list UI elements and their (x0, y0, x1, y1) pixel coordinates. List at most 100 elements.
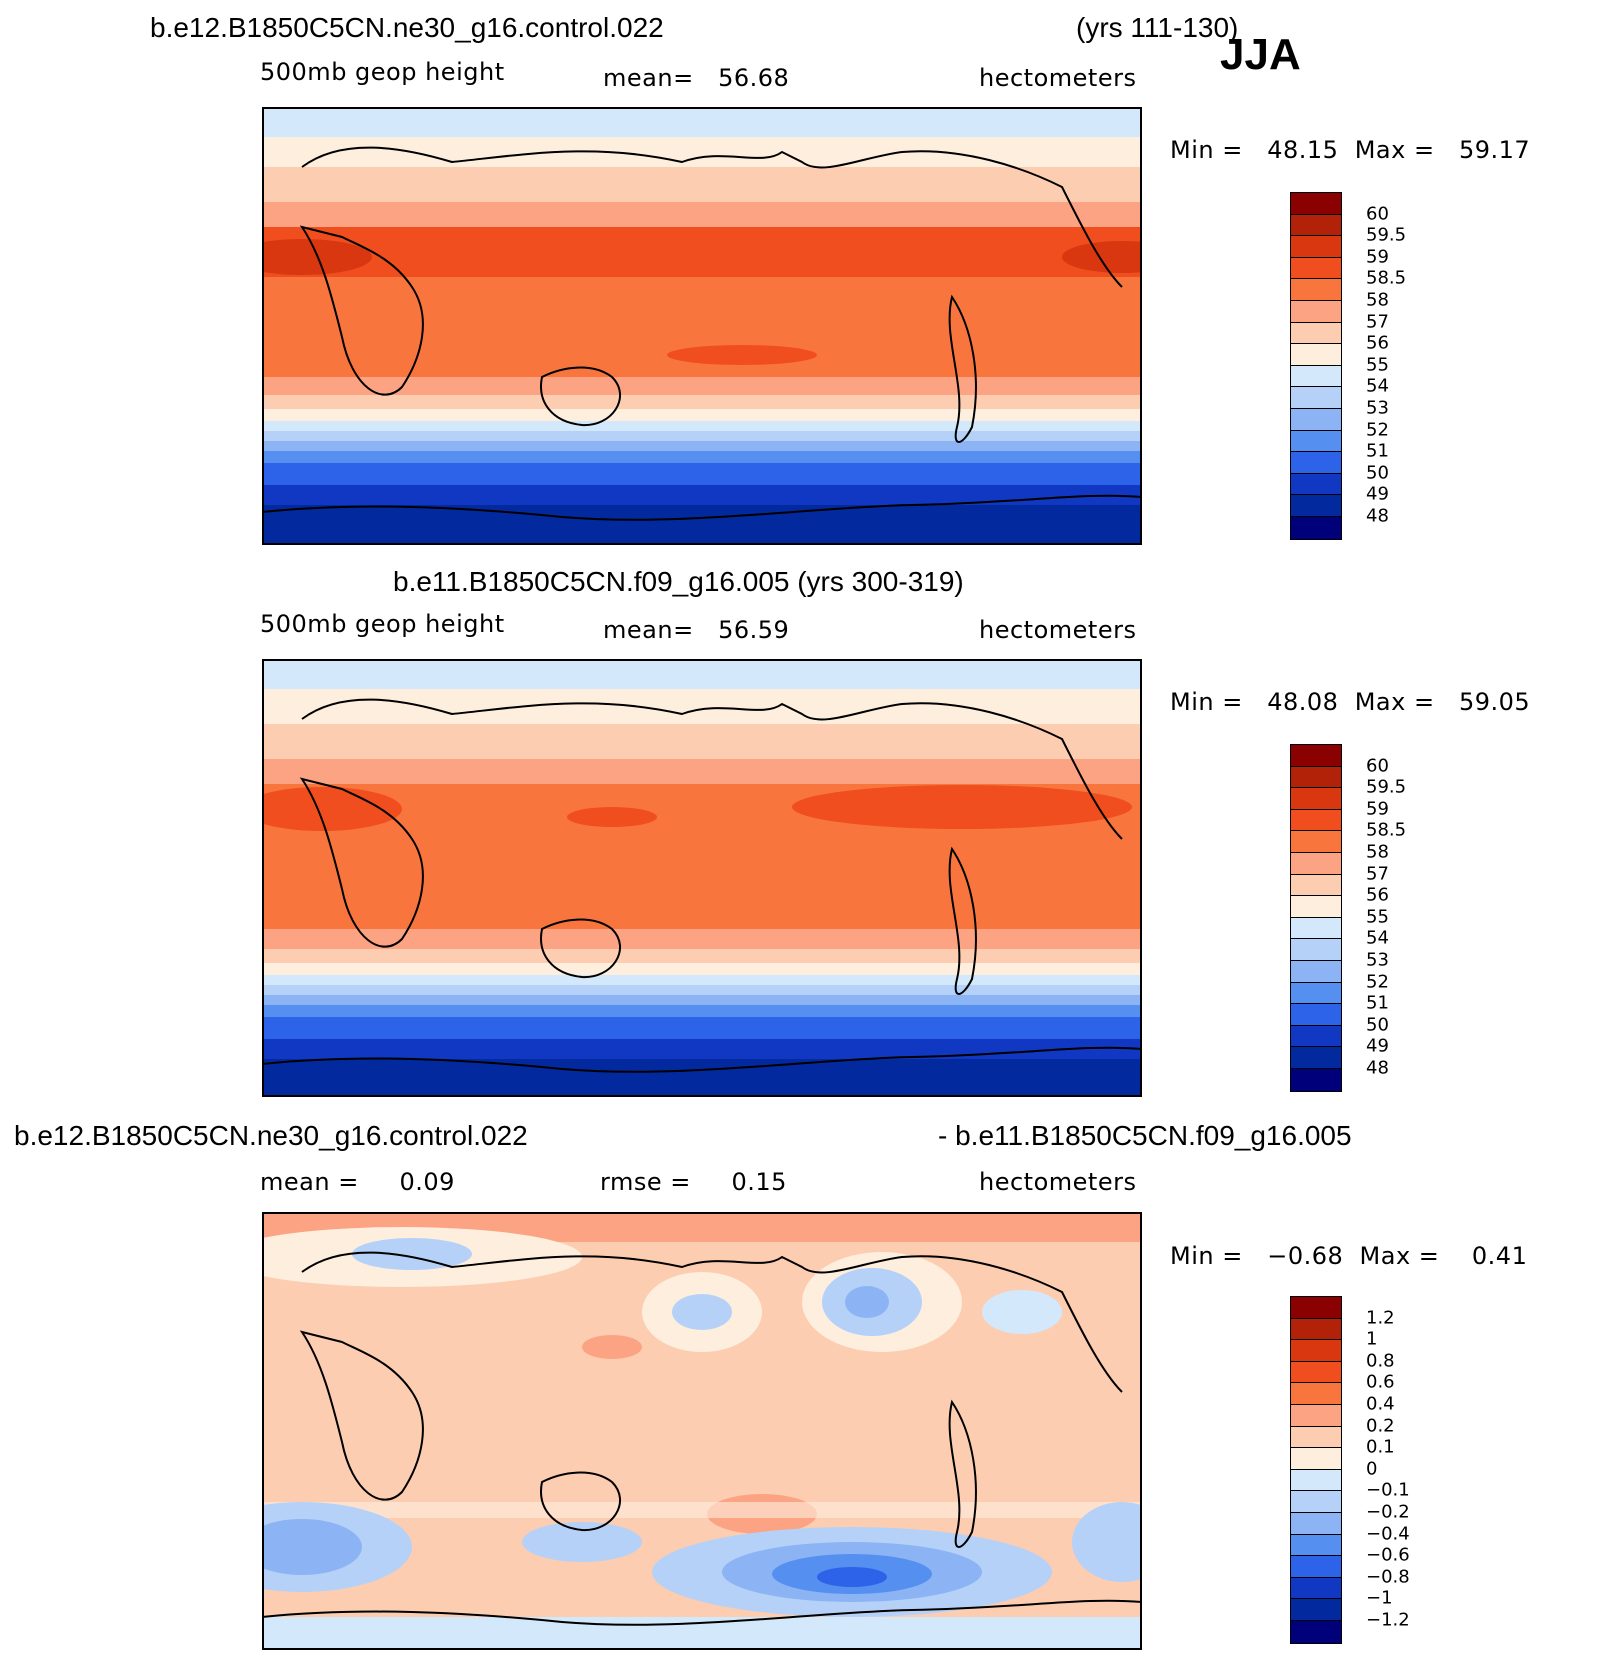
colorbar-swatch (1291, 1448, 1341, 1470)
p1-band-57 (262, 167, 1142, 202)
panel3-map-svg (262, 1212, 1142, 1650)
colorbar-swatch (1291, 1383, 1341, 1405)
p3-cool-sio (522, 1522, 642, 1562)
p1-band-58 (262, 202, 1142, 227)
p2-band-s2 (262, 949, 1142, 963)
p2-band-57 (262, 724, 1142, 759)
colorbar-swatch (1291, 939, 1341, 961)
colorbar-level-label: −0.1 (1366, 1479, 1410, 1501)
panel2-variable: 500mb geop height (260, 610, 505, 638)
panel1-map-svg (262, 107, 1142, 545)
panel3-mean-value: 0.09 (399, 1168, 455, 1196)
p2-band-s4 (262, 975, 1142, 985)
colorbar-swatch (1291, 982, 1341, 1005)
panel3-title-right: - b.e11.B1850C5CN.f09_g16.005 (938, 1120, 1352, 1151)
colorbar-swatch (1291, 1556, 1341, 1578)
colorbar-swatch (1291, 452, 1341, 474)
panel1-title-right: (yrs 111-130) (1076, 12, 1239, 43)
panel1-mean: mean= 56.68 (603, 64, 789, 92)
p2-band-s3 (262, 963, 1142, 975)
colorbar-level-label: 52 (1366, 419, 1389, 441)
colorbar-level-label: 55 (1366, 906, 1389, 928)
p3-cool-natl (982, 1290, 1062, 1334)
panel1-minmax: Min = 48.15 Max = 59.17 (1170, 136, 1530, 164)
colorbar-level-label: −0.6 (1366, 1544, 1410, 1566)
colorbar-swatch (1291, 1599, 1341, 1621)
colorbar-level-label: 60 (1366, 755, 1389, 777)
colorbar-level-label: 48 (1366, 1057, 1389, 1079)
panel2-map-svg (262, 659, 1142, 1097)
colorbar-swatch (1291, 874, 1341, 897)
p1-frame (262, 107, 1142, 545)
colorbar-level-label: 56 (1366, 884, 1389, 906)
colorbar-swatch (1291, 896, 1341, 918)
colorbar-swatch (1291, 809, 1341, 832)
colorbar-swatch (1291, 1469, 1341, 1492)
colorbar-swatch (1291, 516, 1341, 539)
colorbar-swatch (1291, 344, 1341, 366)
colorbar-swatch (1291, 1426, 1341, 1449)
panel2-mean-value: 56.59 (718, 616, 790, 644)
colorbar-level-label: 1 (1366, 1328, 1378, 1350)
panel1-map (262, 107, 1142, 545)
colorbar-level-label: 57 (1366, 863, 1389, 885)
colorbar-level-label: 0.2 (1366, 1415, 1395, 1437)
panel1-mean-label: mean= (603, 64, 694, 92)
panel3-stats: mean = 0.09 (260, 1168, 455, 1196)
colorbar-swatch (1291, 831, 1341, 853)
panel3-max-value: 0.41 (1471, 1242, 1528, 1270)
p3-cool-namerica-core (845, 1286, 889, 1318)
p1-band-s10 (262, 505, 1142, 545)
p3-frame (262, 1212, 1142, 1650)
colorbar-level-label: 57 (1366, 311, 1389, 333)
panel1-min-value: 48.15 (1267, 136, 1339, 164)
p3-neutral-south (262, 1502, 1142, 1518)
panel3-map (262, 1212, 1142, 1650)
colorbar-swatch (1291, 1620, 1341, 1643)
p1-band-56 (262, 137, 1142, 167)
colorbar-swatch (1291, 745, 1341, 767)
colorbar-level-label: 0.8 (1366, 1350, 1395, 1372)
p1-band-s2 (262, 395, 1142, 409)
p1-band-s8 (262, 463, 1142, 485)
colorbar-swatch (1291, 193, 1341, 215)
colorbar-swatch (1291, 495, 1341, 517)
p2-band-s7 (262, 1005, 1142, 1017)
colorbar-swatch (1291, 788, 1341, 810)
colorbar-level-label: 0 (1366, 1458, 1378, 1480)
colorbar-swatch (1291, 1297, 1341, 1319)
colorbar-swatch (1291, 279, 1341, 301)
p1-band-s3 (262, 409, 1142, 421)
panel1-mean-value: 56.68 (718, 64, 790, 92)
colorbar-level-label: −1.2 (1366, 1609, 1410, 1631)
panel3-colorbar (1290, 1296, 1342, 1644)
colorbar-swatch (1291, 917, 1341, 940)
colorbar-level-label: 56 (1366, 332, 1389, 354)
colorbar-level-label: 58.5 (1366, 267, 1407, 289)
colorbar-swatch (1291, 1340, 1341, 1362)
p1-warm-cell-pacific (667, 345, 817, 365)
colorbar-swatch (1291, 1004, 1341, 1026)
colorbar-level-label: 54 (1366, 375, 1389, 397)
panel2-colorbar (1290, 744, 1342, 1092)
colorbar-swatch (1291, 473, 1341, 496)
colorbar-swatch (1291, 1534, 1341, 1557)
p2-coastlines (262, 698, 1142, 1073)
p2-band-s8 (262, 1017, 1142, 1039)
panel1-units: hectometers (979, 64, 1137, 92)
p3-cool-npac (672, 1294, 732, 1330)
p2-warm-cell-eastpac (792, 785, 1132, 829)
panel3-mean-label: mean = (260, 1168, 359, 1196)
colorbar-swatch (1291, 430, 1341, 453)
colorbar-level-label: 51 (1366, 440, 1389, 462)
colorbar-level-label: 58 (1366, 841, 1389, 863)
panel3-rmse-label: rmse = (600, 1168, 691, 1196)
panel3-rmse: rmse = 0.15 (600, 1168, 787, 1196)
colorbar-swatch (1291, 257, 1341, 280)
colorbar-level-label: 59.5 (1366, 224, 1407, 246)
colorbar-swatch (1291, 1025, 1341, 1048)
panel1-variable: 500mb geop height (260, 58, 505, 86)
p1-band-s1 (262, 377, 1142, 395)
colorbar-level-label: 0.4 (1366, 1393, 1395, 1415)
panel3-min-label: Min = (1170, 1242, 1243, 1270)
